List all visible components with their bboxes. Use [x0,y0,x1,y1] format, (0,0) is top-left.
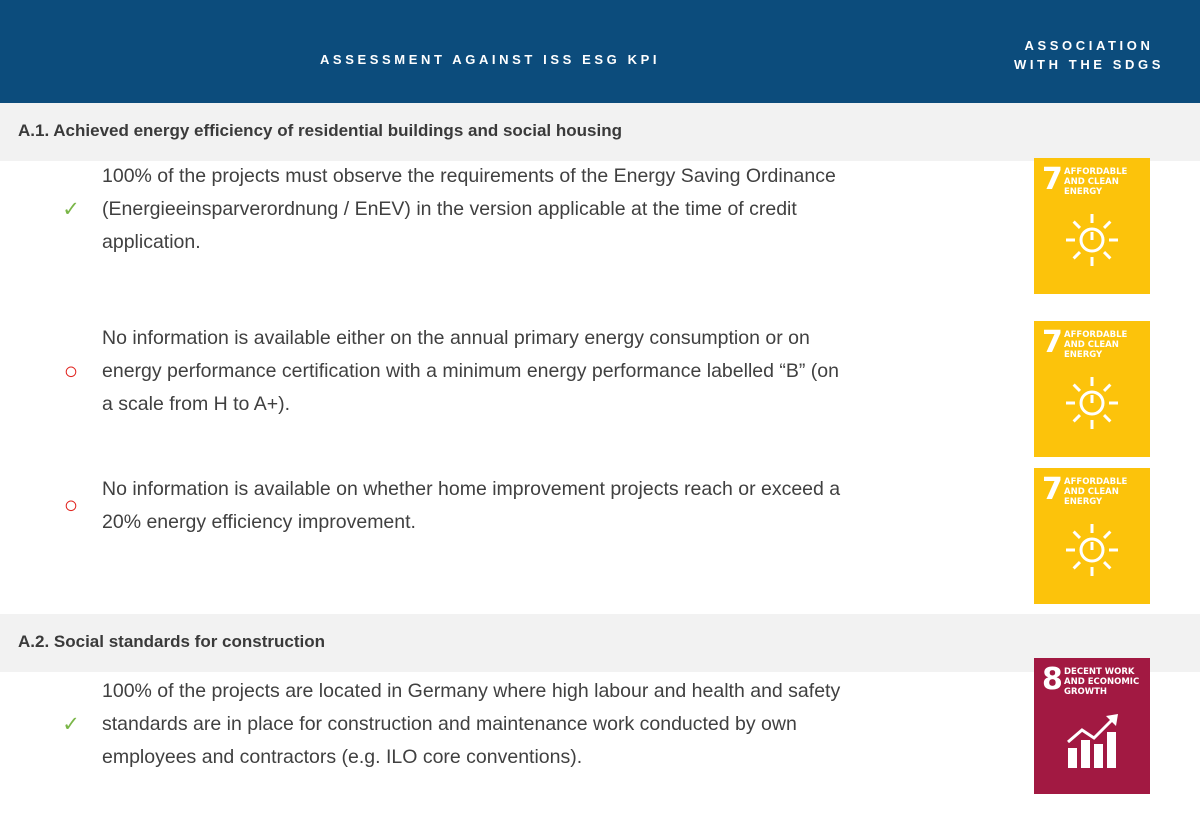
item-row: ✓ 100% of the projects are located in Ger… [40,675,860,774]
status-mark: ○ [63,357,79,385]
sdg-icon: 7 AFFORDABLE AND CLEAN ENERGY [1034,468,1150,604]
item-row: ✓ 100% of the projects must observe the r… [40,160,860,259]
sdg-label: AFFORDABLE AND CLEAN ENERGY [1064,330,1128,360]
item-text: No information is available on whether h… [102,478,841,533]
sdg-number: 7 [1042,325,1063,360]
section-title: A.2. Social standards for construction [18,632,326,651]
sdg-header-line: WITH THE SDGS [1013,57,1165,72]
status-mark: ○ [63,492,79,519]
item-text: 100% of the projects must observe the re… [102,165,836,253]
sdg-icon: 7 AFFORDABLE AND CLEAN ENERGY [1034,158,1150,294]
sdg-number: 8 [1042,662,1063,697]
section-row: A.2. Social standards for construction [0,614,1200,672]
header-title: ASSESSMENT AGAINST ISS ESG KPI [319,52,661,67]
sdg-number: 7 [1042,162,1063,197]
item-text: 100% of the projects are located in Germ… [102,680,841,768]
sdg-header-line: ASSOCIATION [1024,38,1154,53]
section-row: A.1. Achieved energy efficiency of resid… [0,103,1200,161]
status-mark: ✓ [62,198,80,221]
item-row: ○ No information is available either on t… [40,322,860,421]
pictogram [1067,714,1118,768]
pictogram [1066,214,1118,266]
sdg-header: ASSOCIATION WITH THE SDGS [978,36,1200,74]
item-row: ○ No information is available on whether … [40,473,860,539]
sdg-label: DECENT WORK AND ECONOMIC GROWTH [1064,667,1140,697]
sdg-number: 7 [1042,472,1063,507]
sdg-label: AFFORDABLE AND CLEAN ENERGY [1064,167,1128,197]
pictogram [1066,377,1118,429]
pictogram [1066,524,1118,576]
item-text: No information is available either on th… [102,327,839,415]
sdg-label: AFFORDABLE AND CLEAN ENERGY [1064,477,1128,507]
header: ASSESSMENT AGAINST ISS ESG KPI ASSOCIATI… [0,0,1200,103]
status-mark: ✓ [62,713,80,736]
section-title: A.1. Achieved energy efficiency of resid… [18,121,622,140]
sdg-icon: 8 DECENT WORK AND ECONOMIC GROWTH [1034,658,1150,794]
sdg-icon: 7 AFFORDABLE AND CLEAN ENERGY [1034,321,1150,457]
